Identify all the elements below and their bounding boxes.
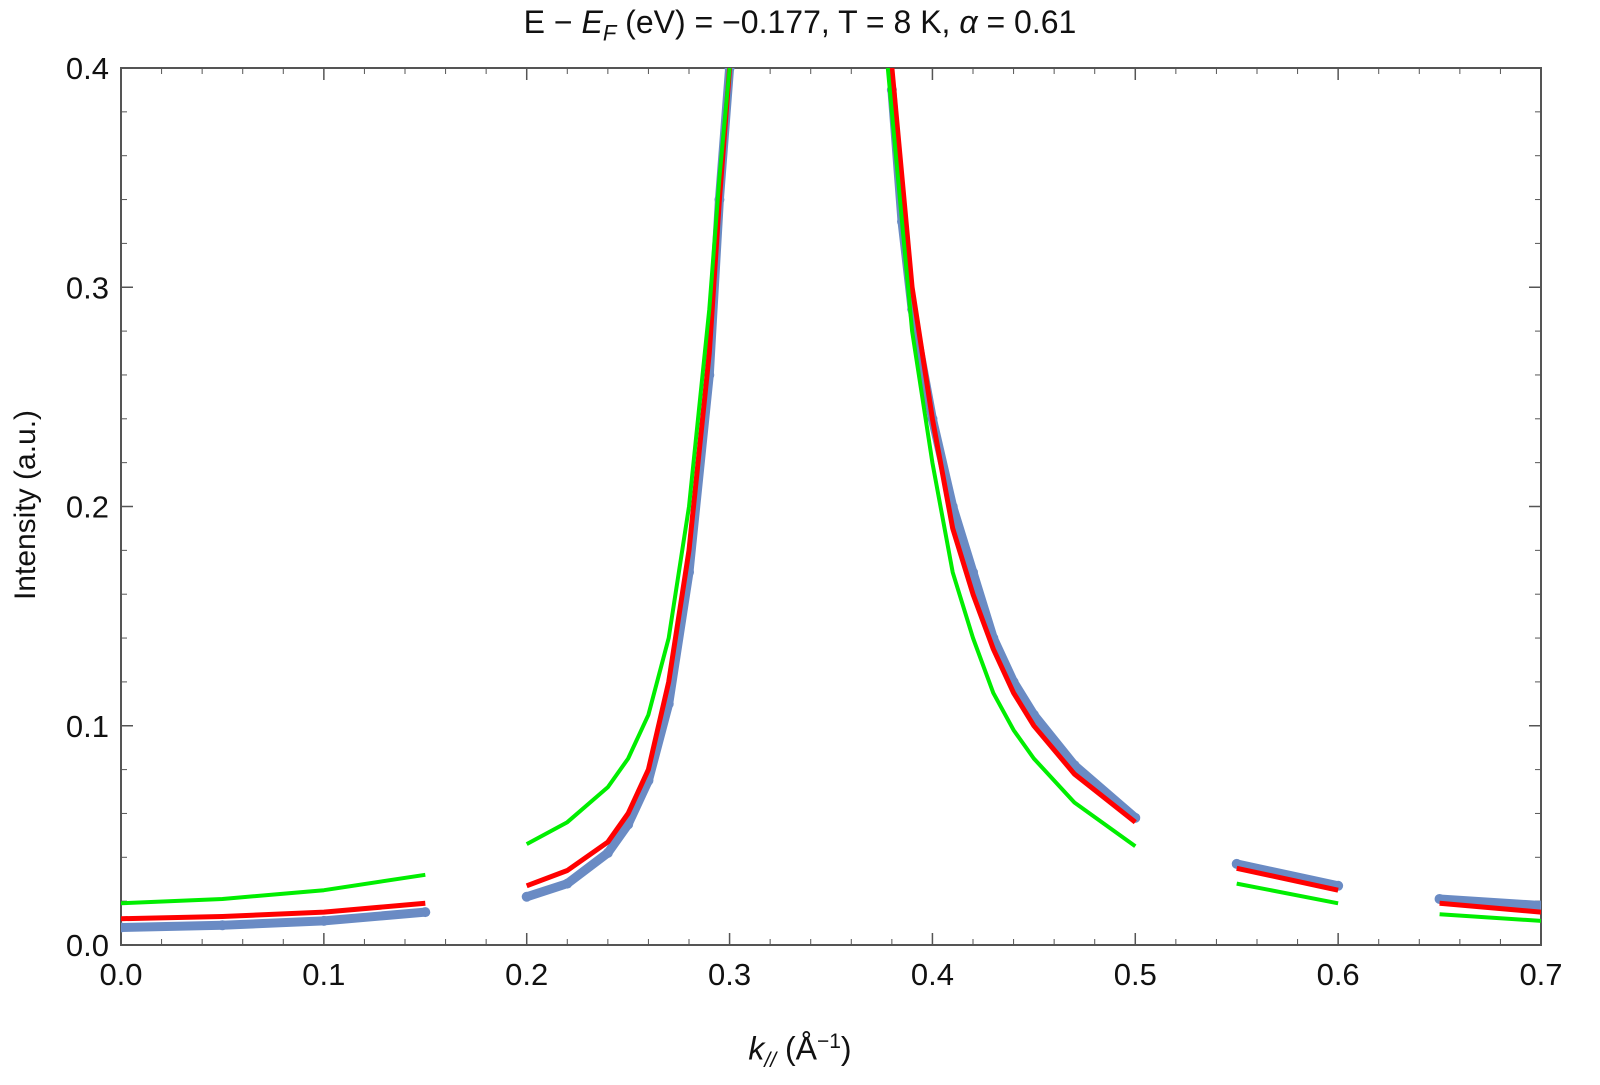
plot-frame (120, 67, 1542, 946)
data-points-band (121, 907, 430, 932)
x-tick-label: 0.5 (1114, 957, 1157, 992)
x-tick-label: 0.0 (99, 957, 142, 992)
fit-line-red (525, 68, 733, 889)
fit-line-green (1439, 912, 1541, 923)
data-points-band (522, 68, 735, 902)
x-tick-label: 0.4 (911, 957, 954, 992)
x-tick-label: 0.1 (302, 957, 345, 992)
data-points-band (887, 85, 1140, 823)
fit-line-red (1236, 865, 1339, 893)
fit-line-red (889, 68, 1137, 825)
fit-line-green (1236, 881, 1339, 906)
y-tick-label: 0.0 (66, 928, 109, 963)
x-tick-label: 0.2 (505, 957, 548, 992)
chart-title: E − EF (eV) = −0.177, T = 8 K, α = 0.61 (523, 4, 1077, 46)
data-points-band (1435, 894, 1541, 910)
x-tick-label: 0.3 (708, 957, 751, 992)
y-tick-label: 0.1 (66, 709, 109, 744)
fit-line-red (121, 900, 426, 922)
fit-line-green (121, 872, 426, 906)
x-tick-label: 0.6 (1317, 957, 1360, 992)
y-axis-label: Intensity (a.u.) (9, 409, 42, 601)
y-tick-label: 0.2 (66, 490, 109, 525)
fit-line-red (1439, 900, 1541, 915)
fit-line-green (525, 68, 732, 846)
data-points-band (1232, 859, 1343, 891)
x-axis-label: k// (Å−1) (748, 1030, 852, 1073)
x-tick-label: 0.7 (1519, 957, 1562, 992)
y-tick-label: 0.3 (66, 270, 109, 305)
y-tick-label: 0.4 (66, 51, 109, 86)
fit-line-green (885, 68, 1137, 848)
